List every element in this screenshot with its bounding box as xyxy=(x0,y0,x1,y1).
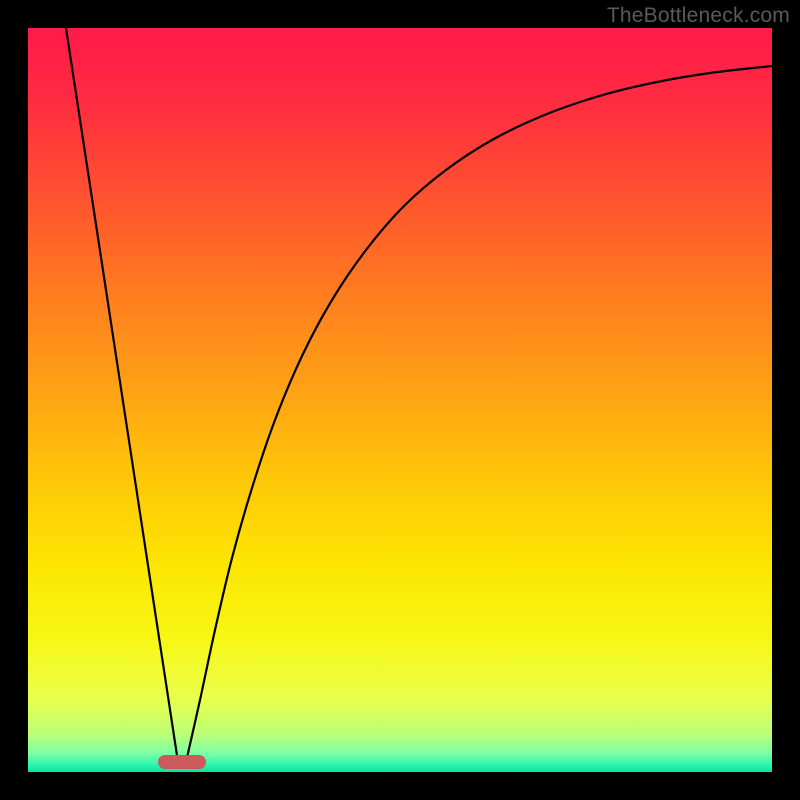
bottleneck-chart: TheBottleneck.com xyxy=(0,0,800,800)
watermark-text: TheBottleneck.com xyxy=(607,4,790,28)
vertex-marker xyxy=(158,755,206,769)
chart-svg xyxy=(0,0,800,800)
plot-area xyxy=(0,0,800,800)
